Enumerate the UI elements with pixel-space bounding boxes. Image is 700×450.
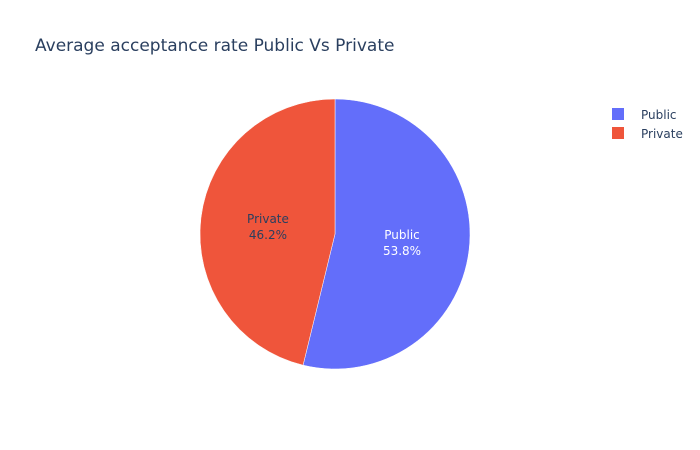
chart-title: Average acceptance rate Public Vs Privat… — [35, 36, 394, 56]
slice-label-percent: 46.2% — [249, 228, 287, 242]
slice-label-percent: 53.8% — [383, 244, 421, 258]
legend: Public Private — [612, 108, 683, 141]
legend-label-public: Public — [641, 108, 677, 122]
slice-label-private: Private 46.2% — [247, 212, 289, 242]
pie-slice-private[interactable] — [199, 98, 336, 366]
slice-label-public: Public 53.8% — [383, 228, 421, 258]
legend-label-private: Private — [641, 127, 683, 141]
slice-label-name: Private — [247, 212, 289, 226]
legend-swatch-public — [612, 108, 624, 120]
legend-swatch-private — [612, 127, 624, 139]
legend-item-public[interactable]: Public — [612, 108, 677, 122]
legend-item-private[interactable]: Private — [612, 127, 683, 141]
slice-label-name: Public — [384, 228, 420, 242]
pie-slice-public[interactable] — [302, 98, 471, 370]
pie-slices — [199, 98, 471, 370]
pie-slice-labels: Public 53.8% Private 46.2% — [247, 212, 421, 258]
